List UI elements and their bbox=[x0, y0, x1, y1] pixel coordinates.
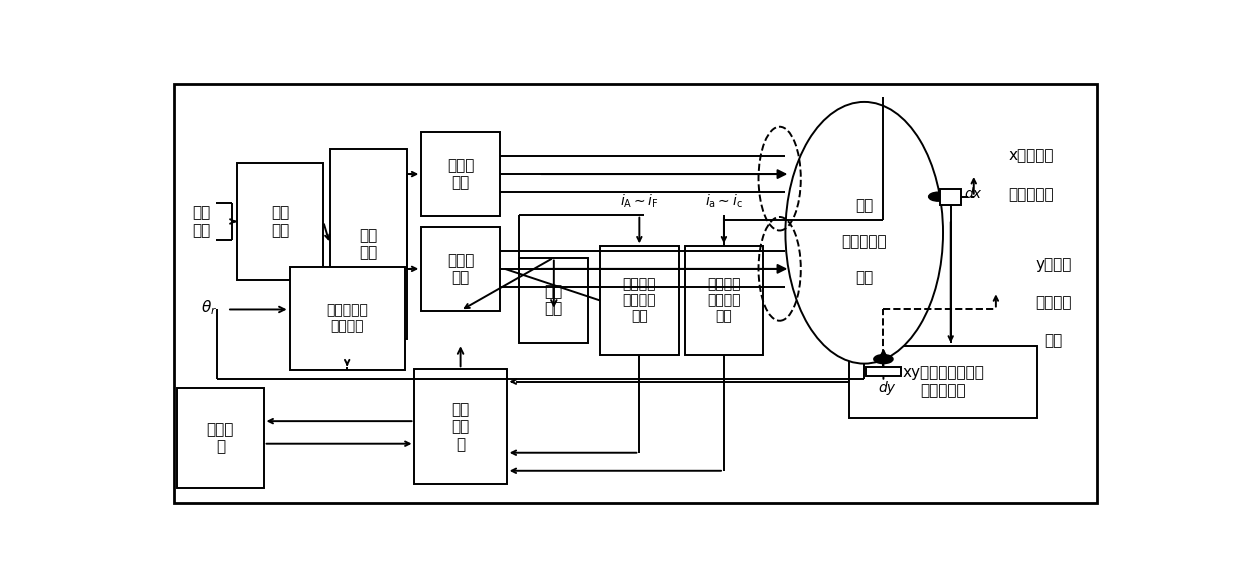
Text: 无轴: 无轴 bbox=[856, 198, 873, 213]
Text: dy: dy bbox=[879, 381, 895, 395]
Text: $i_{\rm A}\sim i_{\rm F}$: $i_{\rm A}\sim i_{\rm F}$ bbox=[620, 193, 658, 210]
Text: x方向径向: x方向径向 bbox=[1008, 149, 1054, 163]
Text: 位移传感器: 位移传感器 bbox=[1008, 187, 1054, 202]
Text: 三相绕组
电流采集
电路: 三相绕组 电流采集 电路 bbox=[707, 277, 740, 323]
Bar bbox=[600, 246, 678, 355]
Text: 隔离
驱动: 隔离 驱动 bbox=[544, 284, 563, 316]
Bar bbox=[414, 369, 507, 484]
Text: 六相绕组
电流采集
电路: 六相绕组 电流采集 电路 bbox=[622, 277, 656, 323]
Ellipse shape bbox=[785, 102, 942, 363]
Text: 六相逆
变器: 六相逆 变器 bbox=[446, 253, 474, 285]
Bar bbox=[177, 389, 264, 488]
Text: 三相逆
变器: 三相逆 变器 bbox=[446, 158, 474, 190]
Text: 中央
控制
器: 中央 控制 器 bbox=[451, 402, 470, 452]
Bar bbox=[849, 346, 1037, 418]
Circle shape bbox=[929, 192, 947, 201]
Text: $i_{\rm a}\sim i_{\rm c}$: $i_{\rm a}\sim i_{\rm c}$ bbox=[706, 193, 743, 210]
Bar bbox=[684, 246, 764, 355]
Bar bbox=[290, 267, 404, 370]
Text: $\theta_r$: $\theta_r$ bbox=[201, 298, 217, 316]
Text: xy方向转子径向位
移采集电路: xy方向转子径向位 移采集电路 bbox=[901, 366, 985, 398]
Text: 滤波
电容: 滤波 电容 bbox=[360, 228, 377, 260]
Text: y方向径: y方向径 bbox=[1035, 257, 1071, 272]
Text: 转子位置角
检测电路: 转子位置角 检测电路 bbox=[326, 304, 368, 333]
Bar bbox=[330, 149, 407, 339]
Bar bbox=[866, 367, 900, 376]
Bar bbox=[940, 189, 961, 205]
Text: 电机: 电机 bbox=[856, 270, 873, 285]
Text: 整流
电路: 整流 电路 bbox=[270, 205, 289, 238]
Text: 向位移传: 向位移传 bbox=[1035, 295, 1071, 310]
Text: dx: dx bbox=[965, 188, 981, 202]
Text: 人机接
口: 人机接 口 bbox=[207, 422, 234, 454]
Bar bbox=[520, 258, 589, 343]
Text: 感器: 感器 bbox=[1044, 333, 1063, 349]
Text: 交流
电压: 交流 电压 bbox=[192, 205, 211, 238]
Bar bbox=[422, 227, 500, 311]
Bar bbox=[237, 163, 324, 280]
Bar bbox=[422, 132, 500, 216]
Circle shape bbox=[874, 355, 893, 363]
Text: 承磁通切换: 承磁通切换 bbox=[842, 234, 887, 249]
